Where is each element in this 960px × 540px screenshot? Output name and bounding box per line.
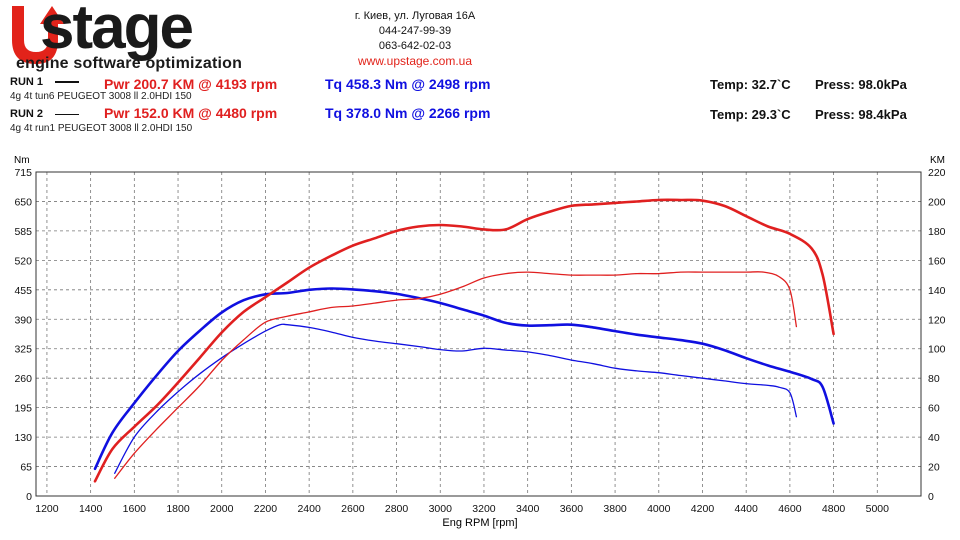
x-tick-label: 4600 [778, 503, 802, 515]
y-right-tick-label: 180 [928, 226, 946, 238]
phone-2: 063-642-02-03 [378, 40, 452, 52]
y-left-tick-label: 260 [14, 373, 32, 385]
run1-temp: Temp: 32.7`C [710, 77, 791, 92]
contact-block: г. Киев, ул. Луговая 16А 044-247-99-39 0… [330, 9, 500, 69]
x-axis-label: Eng RPM [rpm] [442, 517, 517, 529]
x-tick-label: 1200 [35, 503, 59, 515]
x-tick-label: 2000 [210, 503, 234, 515]
x-tick-label: 4000 [647, 503, 671, 515]
x-tick-label: 1400 [79, 503, 103, 515]
run2-desc: 4g 4t run1 PEUGEOT 3008 ll 2.0HDI 150 [10, 123, 193, 134]
logo-wordmark: stage [40, 0, 194, 62]
x-tick-label: 3800 [603, 503, 627, 515]
x-tick-label: 3400 [516, 503, 540, 515]
y-right-tick-label: 40 [928, 432, 940, 444]
series-line-run-2-tq [114, 323, 798, 474]
y-left-tick-label: 130 [14, 432, 32, 444]
run1-tq: Tq 458.3 Nm @ 2498 rpm [325, 76, 491, 92]
y-right-tick-label: 160 [928, 255, 946, 267]
y-left-tick-label: 585 [14, 226, 32, 238]
run1-line-swatch [55, 81, 80, 84]
website-link[interactable]: www.upstage.com.ua [357, 54, 473, 68]
logo-tagline: engine software optimization [16, 55, 243, 72]
x-tick-label: 4200 [691, 503, 715, 515]
x-tick-label: 2400 [297, 503, 321, 515]
run2-line-swatch [55, 113, 80, 115]
logo-u-arrow-icon [12, 6, 64, 64]
run2-pwr: Pwr 152.0 KM @ 4480 rpm [104, 105, 278, 121]
y-left-tick-label: 0 [26, 491, 32, 503]
y-left-tick-label: 715 [14, 167, 32, 179]
series-line-run-1-pwr [93, 198, 835, 483]
series-line-run-2-pwr [114, 271, 798, 479]
y-right-tick-label: 80 [928, 373, 940, 385]
x-tick-label: 1800 [166, 503, 190, 515]
x-tick-label: 3200 [472, 503, 496, 515]
run2-tq: Tq 378.0 Nm @ 2266 rpm [325, 105, 491, 121]
x-tick-label: 3600 [560, 503, 584, 515]
y-left-tick-label: 65 [20, 462, 32, 474]
run1-press: Press: 98.0kPa [815, 77, 907, 92]
y-left-tick-label: 390 [14, 314, 32, 326]
x-tick-label: 4400 [735, 503, 759, 515]
run2-press: Press: 98.4kPa [815, 107, 907, 122]
y-right-tick-label: 20 [928, 462, 940, 474]
x-tick-label: 5000 [866, 503, 890, 515]
y-right-tick-label: 120 [928, 314, 946, 326]
x-tick-label: 3000 [429, 503, 453, 515]
run1-pwr: Pwr 200.7 KM @ 4193 rpm [104, 76, 278, 92]
x-tick-label: 4800 [822, 503, 846, 515]
x-tick-label: 2200 [254, 503, 278, 515]
x-tick-label: 2600 [341, 503, 365, 515]
phone-1: 044-247-99-39 [378, 25, 452, 37]
series-line-run-1-tq [93, 287, 835, 471]
y-left-tick-label: 650 [14, 196, 32, 208]
y-right-tick-label: 60 [928, 403, 940, 415]
plot-area-frame [35, 171, 922, 497]
y-left-tick-label: 455 [14, 285, 32, 297]
y-axis-right-label: KM [930, 155, 945, 166]
chart-series [93, 198, 835, 483]
y-right-tick-label: 140 [928, 285, 946, 297]
address: г. Киев, ул. Луговая 16А [354, 10, 476, 22]
run2-label: RUN 2 [10, 108, 80, 120]
y-right-tick-label: 0 [928, 491, 934, 503]
y-right-tick-label: 200 [928, 196, 946, 208]
x-tick-label: 1600 [123, 503, 147, 515]
y-left-tick-label: 195 [14, 403, 32, 415]
chart-ticks: 1200 1400 1600 1800 2000 2200 2400 2600 2800 3000… [14, 167, 945, 515]
run1-label: RUN 1 [10, 76, 80, 88]
chart-frame [35, 171, 922, 497]
chart-grid [36, 171, 921, 496]
y-left-tick-label: 325 [14, 344, 32, 356]
run1-desc: 4g 4t tun6 PEUGEOT 3008 ll 2.0HDI 150 [10, 91, 192, 102]
x-tick-label: 2800 [385, 503, 409, 515]
run2-temp: Temp: 29.3`C [710, 107, 791, 122]
y-left-tick-label: 520 [14, 255, 32, 267]
y-axis-left-label: Nm [14, 155, 30, 166]
upstage-logo: stage engine software optimization [6, 0, 306, 72]
y-right-tick-label: 100 [928, 344, 946, 356]
y-right-tick-label: 220 [928, 167, 946, 179]
